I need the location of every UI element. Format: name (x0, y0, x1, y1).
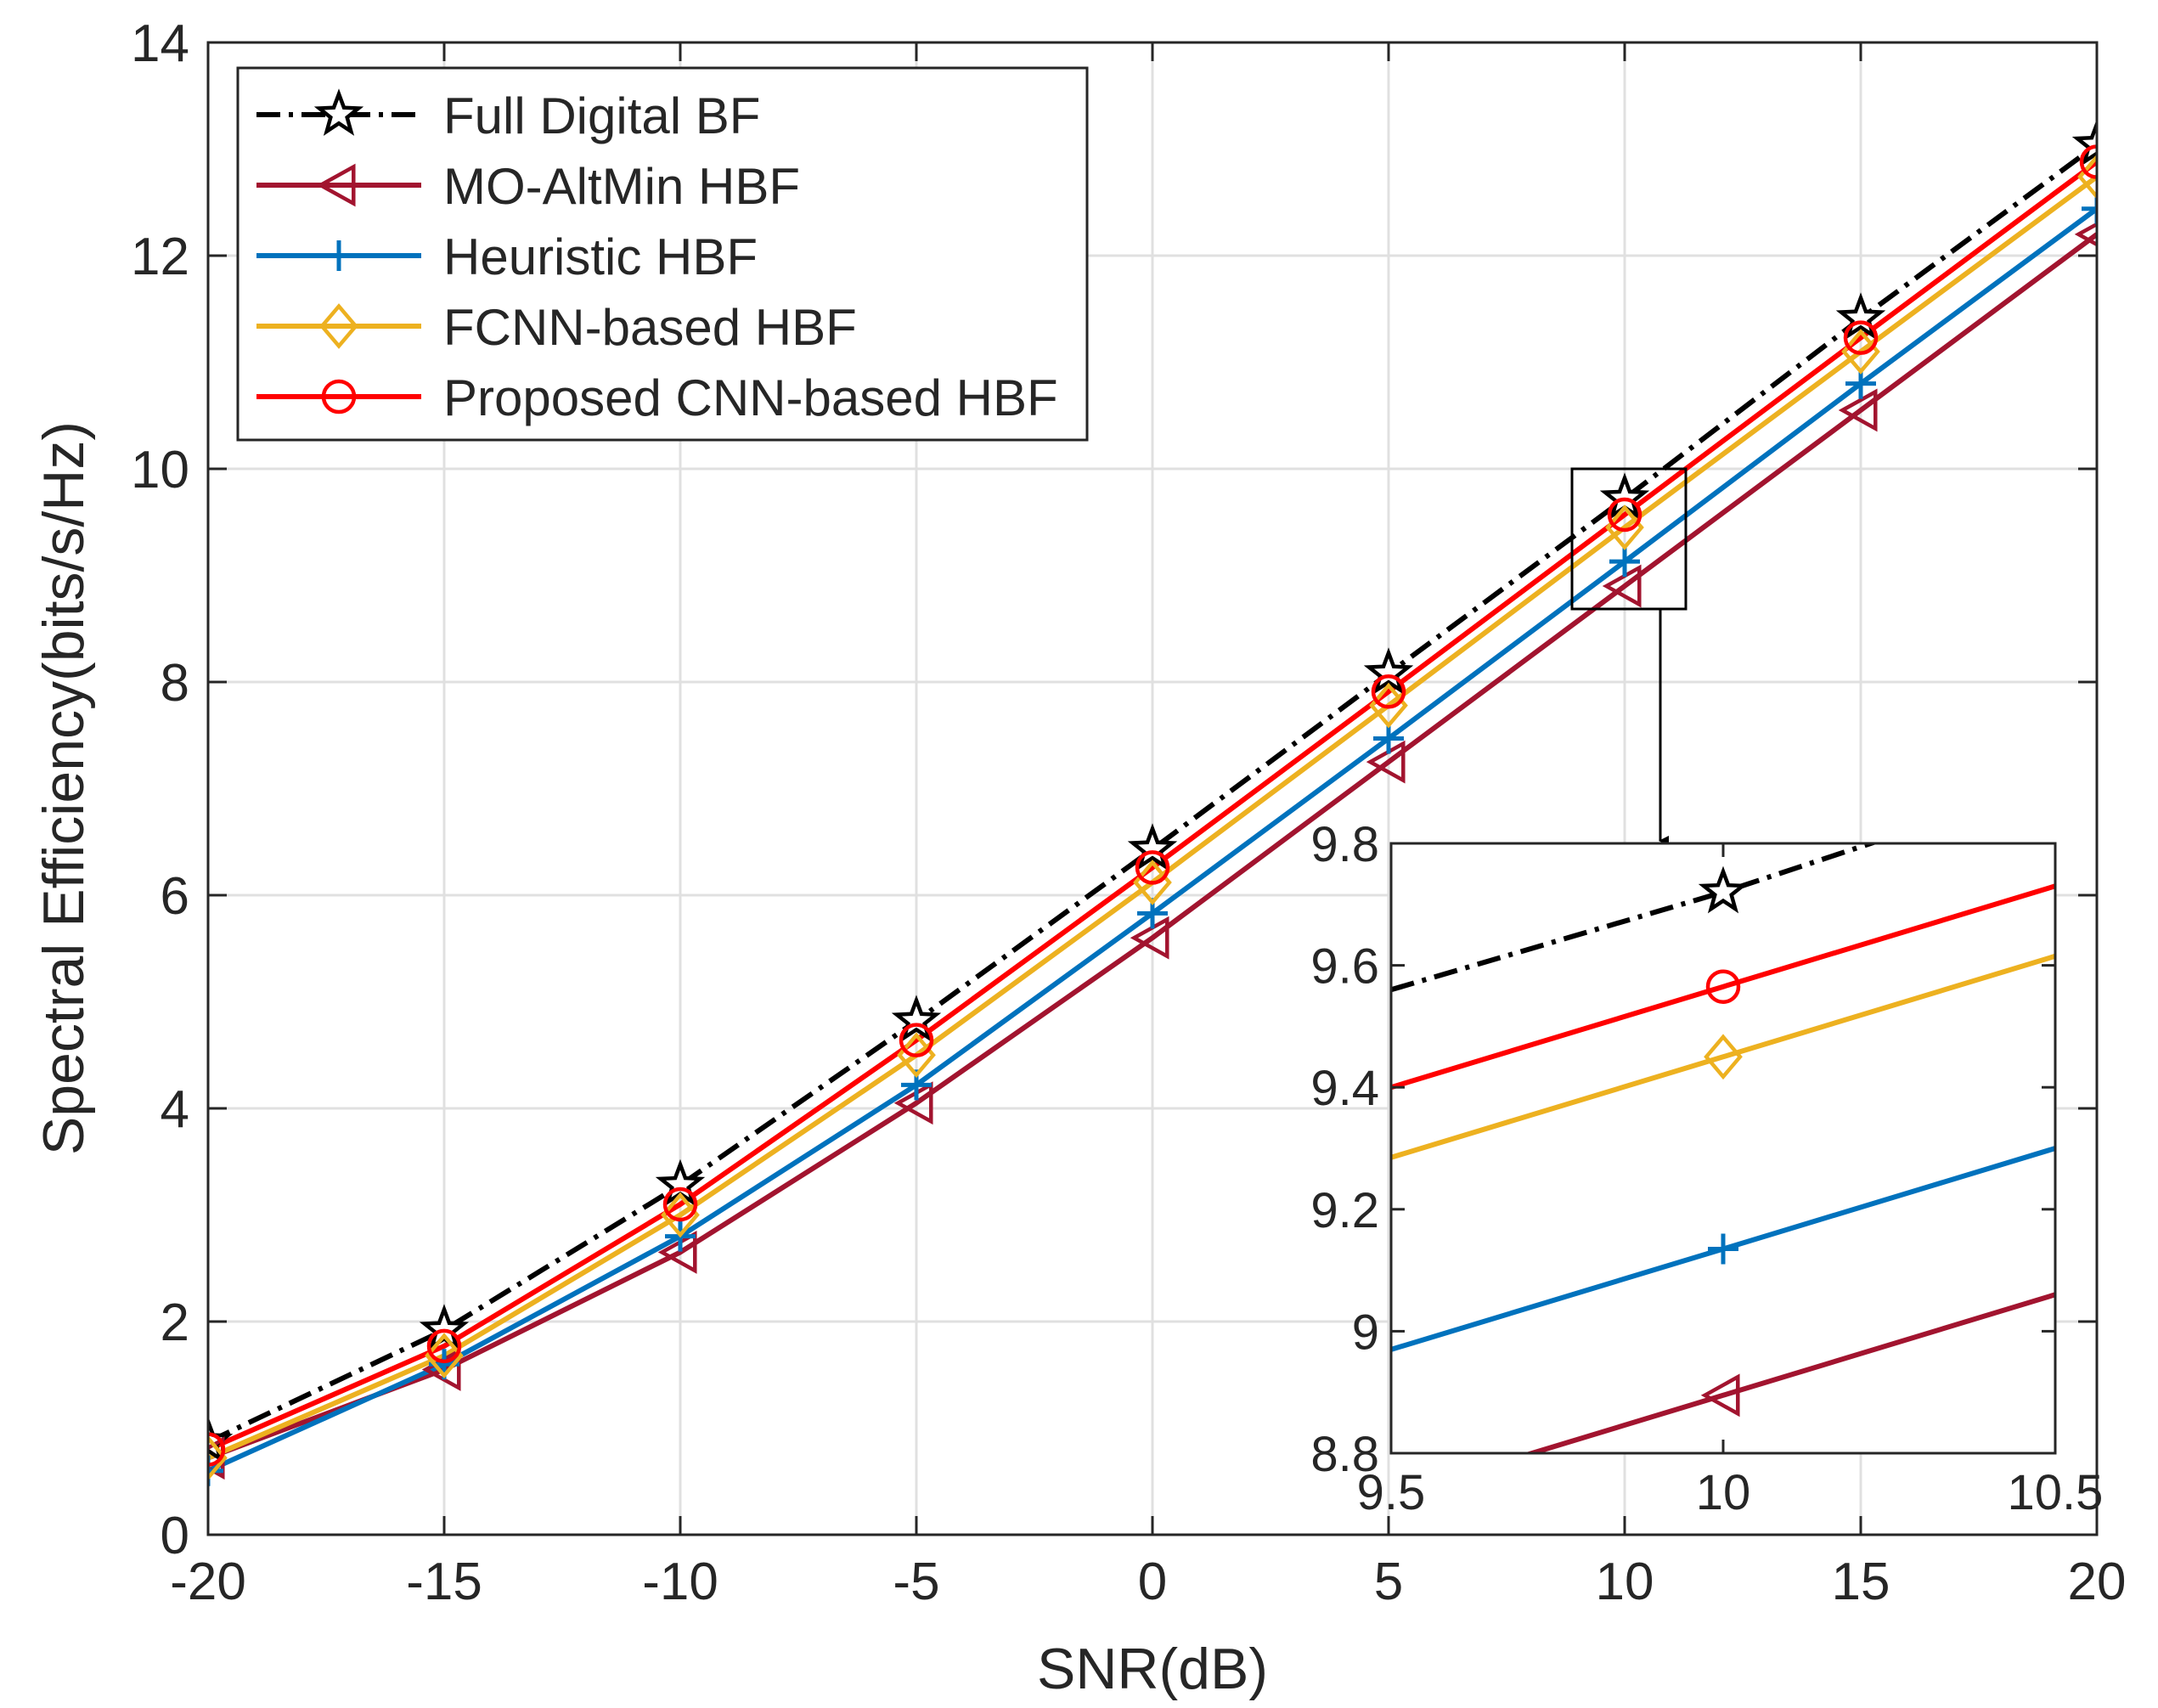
series-line-4 (208, 160, 2097, 1452)
legend-label: MO-AltMin HBF (443, 158, 800, 215)
inset-data-point-2 (1708, 1233, 1738, 1265)
legend-label: FCNN-based HBF (443, 299, 857, 356)
legend-entry-4: Proposed CNN-based HBF (256, 369, 1058, 426)
y-tick-label: 4 (161, 1080, 189, 1139)
y-tick-label: 14 (131, 14, 189, 73)
x-tick-label: -20 (170, 1553, 246, 1611)
y-tick-label: 12 (131, 228, 189, 286)
x-tick-label: -15 (406, 1553, 482, 1611)
legend-entry-0: Full Digital BF (256, 87, 760, 144)
data-point-s2-0 (208, 1455, 223, 1486)
data-point-s3-1 (425, 1333, 464, 1379)
data-point-s3-0 (208, 1435, 228, 1481)
data-point-s0-3 (891, 995, 942, 1042)
data-point-s1-6 (1602, 564, 1642, 608)
data-point-s2-6 (1609, 546, 1640, 578)
legend-label: Proposed CNN-based HBF (443, 369, 1058, 426)
inset-x-tick-label: 10 (1696, 1465, 1751, 1520)
inset-data-point-3 (1704, 1034, 1743, 1080)
inset-data-point-4 (1705, 969, 1741, 1004)
legend-label: Full Digital BF (443, 87, 760, 144)
inset-data-point-0 (1698, 865, 1749, 914)
legend-label: Heuristic HBF (443, 228, 758, 285)
data-point-s3-2 (661, 1192, 700, 1238)
legend-marker (319, 303, 358, 349)
data-point-s0-8 (2071, 118, 2097, 166)
data-point-s1-8 (2074, 222, 2097, 247)
data-point-s2-5 (1373, 723, 1404, 754)
data-point-s1-7 (1838, 388, 1878, 432)
legend-entry-2: Heuristic HBF (256, 228, 758, 285)
zoom-region-box (1570, 467, 1688, 611)
y-axis-label: Spectral Efficiency(bits/s/Hz) (31, 421, 96, 1155)
x-tick-label: 15 (1832, 1553, 1890, 1611)
data-point-s0-5 (1363, 647, 1414, 695)
legend: Full Digital BF MO-AltMin HBF Heuristic HB… (236, 66, 1089, 442)
inset-x-tick-label: 10.5 (2008, 1465, 2104, 1520)
series-line-0 (208, 143, 2097, 1445)
y-tick-label: 6 (161, 867, 189, 926)
inset-data-point-1 (1700, 1373, 1740, 1418)
data-point-s3-7 (1841, 329, 1880, 375)
x-tick-label: 20 (2068, 1553, 2127, 1611)
inset-y-tick-label: 8.8 (1310, 1427, 1379, 1482)
inset-x-tick-label: 9.5 (1357, 1465, 1426, 1520)
data-point-s0-4 (1127, 823, 1178, 871)
main-ticks (206, 41, 2099, 1536)
inset-series-group (1391, 843, 2055, 1453)
data-point-s4-1 (426, 1328, 462, 1364)
data-point-s3-5 (1369, 682, 1408, 729)
inset-y-tick-label: 9.8 (1310, 817, 1379, 872)
inset-plot-area (1391, 843, 2055, 1453)
y-tick-label: 10 (131, 441, 189, 499)
x-axis-label: SNR(dB) (1037, 1637, 1268, 1701)
data-point-s4-3 (899, 1023, 934, 1057)
y-tick-label: 2 (161, 1294, 189, 1352)
legend-marker (316, 163, 356, 207)
legend-marker (313, 88, 364, 136)
x-tick-label: 0 (1138, 1553, 1167, 1611)
data-point-s4-8 (2079, 144, 2097, 179)
y-tick-label: 8 (161, 654, 189, 713)
inset-ticks (1389, 842, 2057, 1455)
inset-y-tick-label: 9 (1352, 1305, 1379, 1360)
legend-entry-1: MO-AltMin HBF (256, 158, 800, 215)
inset-y-tick-label: 9.4 (1310, 1061, 1379, 1116)
data-point-s3-6 (1605, 505, 1644, 550)
data-point-s4-7 (1843, 320, 1879, 355)
data-point-s2-8 (2082, 193, 2097, 224)
data-point-s4-2 (662, 1187, 698, 1222)
legend-marker (324, 240, 354, 271)
data-point-s0-7 (1835, 292, 1886, 340)
inset-tick-labels: 9.5 10 10.5 8.8 9 9.2 9.4 9.6 9.8 (1310, 817, 2103, 1520)
data-point-s4-6 (1607, 497, 1642, 533)
data-point-s1-4 (1130, 916, 1169, 960)
main-tick-labels: -20 -15 -10 -5 0 5 10 15 20 0 2 4 6 8 10 12 14 (131, 14, 2126, 1611)
inset-y-tick-label: 9.2 (1310, 1183, 1379, 1238)
x-tick-label: 5 (1374, 1553, 1403, 1611)
legend-entry-3: FCNN-based HBF (256, 299, 857, 356)
data-point-s4-0 (208, 1432, 226, 1467)
inset-series-line-1 (1523, 1292, 2055, 1453)
inset-series-line-4 (1391, 883, 2055, 1091)
x-tick-label: -5 (893, 1553, 939, 1611)
data-point-s4-5 (1371, 674, 1406, 709)
main-series-group (208, 118, 2097, 1486)
inset-series-line-3 (1391, 953, 2055, 1160)
legend-marker (321, 379, 357, 414)
x-tick-label: -10 (642, 1553, 718, 1611)
series-line-1 (208, 232, 2097, 1461)
x-tick-label: 10 (1596, 1553, 1654, 1611)
data-point-s4-4 (1135, 850, 1170, 885)
y-tick-label: 0 (161, 1507, 189, 1565)
inset-y-tick-label: 9.6 (1310, 939, 1379, 995)
